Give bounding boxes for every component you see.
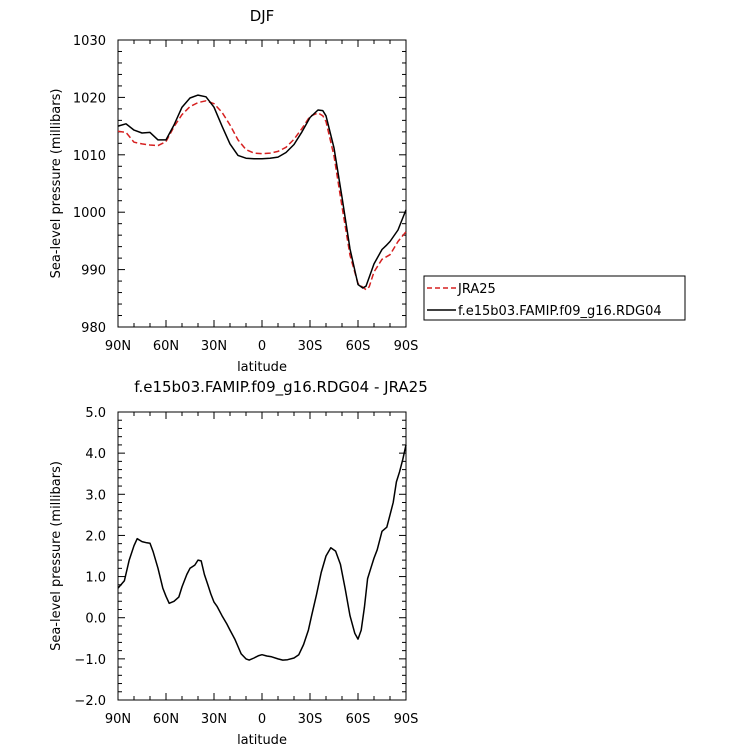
y-tick-label: 5.0 (85, 406, 106, 421)
x-tick-label: 30N (201, 339, 227, 354)
x-tick-label: 60N (153, 712, 179, 727)
x-tick-label: 30S (298, 339, 323, 354)
x-tick-label: 30N (201, 712, 227, 727)
legend-box (423, 275, 686, 321)
y-tick-label: −2.0 (74, 694, 106, 709)
panel-2: f.e15b03.FAMIP.f09_g16.RDG04 - JRA25 −2.0… (49, 378, 428, 748)
series-line-1 (117, 100, 407, 291)
x-axis-label: latitude (237, 360, 287, 375)
y-tick-label: −1.0 (74, 653, 106, 668)
y-tick-label: 1030 (73, 34, 106, 49)
y-tick-label: 990 (81, 264, 106, 279)
y-axis-label: Sea-level pressure (millibars) (49, 89, 64, 279)
panel-title: f.e15b03.FAMIP.f09_g16.RDG04 - JRA25 (134, 378, 427, 397)
y-tick-label: 1.0 (85, 571, 106, 586)
x-tick-label: 90S (394, 712, 419, 727)
x-tick-label: 90N (105, 712, 131, 727)
panel-title: DJF (250, 7, 275, 25)
y-tick-label: 4.0 (85, 447, 106, 462)
plot-frame (117, 39, 407, 328)
legend-label-model: f.e15b03.FAMIP.f09_g16.RDG04 (458, 304, 662, 319)
x-tick-label: 0 (258, 339, 266, 354)
y-tick-label: 1010 (73, 149, 106, 164)
x-tick-label: 60N (153, 339, 179, 354)
x-tick-label: 60S (346, 712, 371, 727)
y-tick-label: 3.0 (85, 488, 106, 503)
y-tick-label: 1000 (73, 206, 106, 221)
panel-1: DJF 980 990 1000 1010 1020 1030 90N 60N 30N 0 30S 60… (49, 7, 418, 375)
x-tick-label: 90S (394, 339, 419, 354)
series-line-1 (117, 444, 407, 661)
legend: JRA25 f.e15b03.FAMIP.f09_g16.RDG04 (423, 275, 686, 321)
x-tick-label: 30S (298, 712, 323, 727)
x-tick-label: 0 (258, 712, 266, 727)
series-line-2 (117, 94, 407, 289)
x-tick-label: 90N (105, 339, 131, 354)
y-tick-label: 1020 (73, 91, 106, 106)
y-tick-label: 0.0 (85, 612, 106, 627)
x-tick-label: 60S (346, 339, 371, 354)
legend-label-jra25: JRA25 (457, 282, 496, 297)
x-axis-label: latitude (237, 733, 287, 748)
y-tick-label: 2.0 (85, 529, 106, 544)
y-axis-label: Sea-level pressure (millibars) (49, 461, 64, 651)
plot-frame (117, 411, 407, 701)
y-tick-label: 980 (81, 321, 106, 336)
